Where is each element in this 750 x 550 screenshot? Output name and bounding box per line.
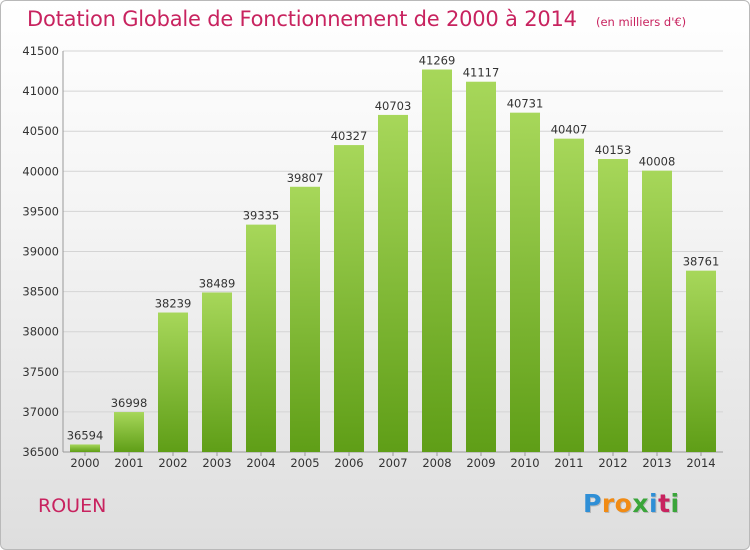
x-tick-label: 2004: [246, 456, 275, 470]
bar-2014: [686, 270, 716, 452]
chart-title: Dotation Globale de Fonctionnement de 20…: [27, 7, 577, 31]
x-tick-label: 2005: [290, 456, 319, 470]
data-label: 40731: [507, 97, 544, 111]
y-tick-label: 40500: [22, 124, 59, 138]
bar-2000: [70, 444, 100, 452]
x-tick-label: 2003: [202, 456, 231, 470]
data-label: 40407: [551, 123, 588, 137]
bar-2008: [422, 69, 452, 453]
bar-2005: [290, 186, 320, 452]
data-label: 40153: [595, 143, 632, 157]
brand-logo-letter: x: [632, 489, 649, 518]
bar-2013: [642, 170, 672, 453]
bar-2009: [466, 81, 496, 452]
y-tick-label: 38500: [22, 285, 59, 299]
y-tick-label: 41000: [22, 84, 59, 98]
data-label: 38761: [683, 255, 720, 269]
bar-2003: [202, 292, 232, 452]
data-label: 40327: [331, 129, 368, 143]
data-label: 39335: [243, 209, 280, 223]
x-tick-label: 2006: [334, 456, 363, 470]
y-tick-label: 37000: [22, 405, 59, 419]
bar-2011: [554, 138, 584, 452]
bar-2007: [378, 114, 408, 452]
x-tick-label: 2007: [378, 456, 407, 470]
data-label: 36594: [67, 428, 104, 442]
x-tick-label: 2009: [466, 456, 495, 470]
data-label: 41117: [463, 66, 500, 80]
brand-logo: Proxiti: [583, 489, 680, 518]
city-name: ROUEN: [38, 495, 107, 517]
x-tick-label: 2001: [114, 456, 143, 470]
bar-2004: [246, 224, 276, 452]
chart-subtitle: (en milliers d'€): [595, 15, 687, 29]
brand-logo-letter: P: [583, 489, 602, 518]
bar-2012: [598, 159, 628, 452]
brand-logo-letter: r: [601, 489, 615, 518]
bar-2006: [334, 145, 364, 453]
data-label: 40008: [639, 155, 676, 169]
bar-2002: [158, 312, 188, 452]
brand-logo-letter: i: [649, 489, 659, 518]
x-tick-label: 2013: [642, 456, 671, 470]
data-labels: 36594 36998 38239 38489 39335 39807 40327 40703…: [67, 54, 720, 443]
x-tick-label: 2011: [554, 456, 583, 470]
brand-logo-letter: o: [614, 489, 633, 518]
data-label: 38239: [155, 297, 192, 311]
x-tick-label: 2014: [686, 456, 715, 470]
x-tick-label: 2008: [422, 456, 451, 470]
data-label: 39807: [287, 171, 324, 185]
brand-logo-letter: i: [670, 489, 680, 518]
x-tick-label: 2012: [598, 456, 627, 470]
y-tick-label: 37500: [22, 365, 59, 379]
x-tick-label: 2010: [510, 456, 539, 470]
bar-2001: [114, 412, 144, 452]
y-tick-label: 39000: [22, 245, 59, 259]
brand-logo-letter: t: [658, 489, 671, 518]
bar-2010: [510, 112, 540, 452]
y-tick-label: 36500: [22, 445, 59, 459]
x-tick-label: 2002: [158, 456, 187, 470]
y-tick-label: 40000: [22, 164, 59, 178]
x-tick-label: 2000: [70, 456, 99, 470]
y-tick-label: 41500: [22, 44, 59, 58]
data-label: 36998: [111, 396, 148, 410]
data-label: 38489: [199, 276, 236, 290]
title-line: Dotation Globale de Fonctionnement de 20…: [27, 7, 686, 31]
data-label: 41269: [419, 54, 456, 68]
y-tick-label: 39500: [22, 204, 59, 218]
data-label: 40703: [375, 99, 412, 113]
y-tick-label: 38000: [22, 325, 59, 339]
bars: [70, 69, 716, 453]
